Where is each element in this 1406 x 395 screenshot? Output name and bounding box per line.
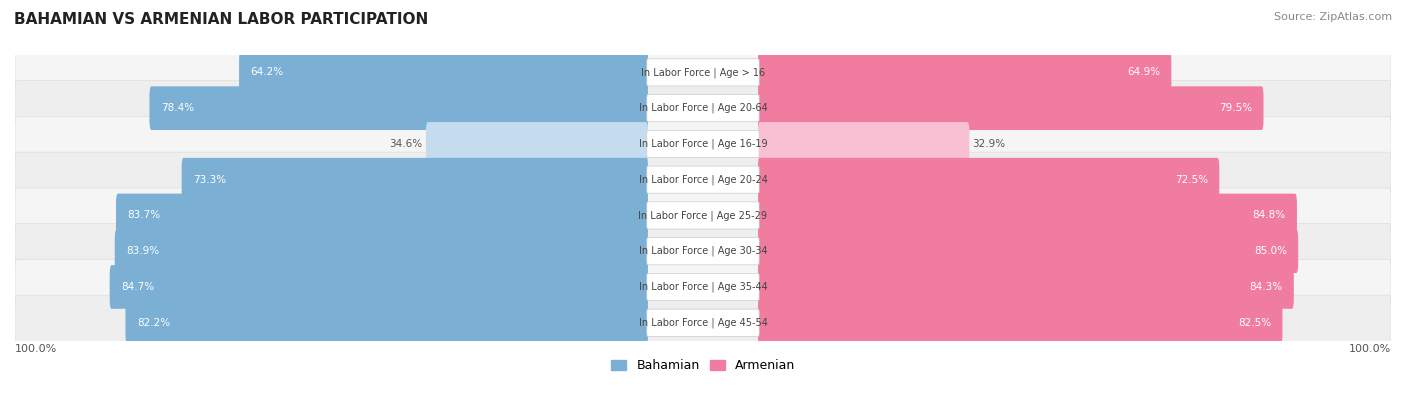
- Text: Source: ZipAtlas.com: Source: ZipAtlas.com: [1274, 12, 1392, 22]
- Text: In Labor Force | Age 30-34: In Labor Force | Age 30-34: [638, 246, 768, 256]
- Text: 73.3%: 73.3%: [193, 175, 226, 185]
- Text: In Labor Force | Age 35-44: In Labor Force | Age 35-44: [638, 282, 768, 292]
- Text: 72.5%: 72.5%: [1175, 175, 1208, 185]
- FancyBboxPatch shape: [647, 94, 759, 122]
- FancyBboxPatch shape: [758, 122, 969, 166]
- Text: 32.9%: 32.9%: [973, 139, 1005, 149]
- FancyBboxPatch shape: [647, 273, 759, 301]
- FancyBboxPatch shape: [647, 202, 759, 229]
- FancyBboxPatch shape: [15, 81, 1391, 136]
- Text: In Labor Force | Age > 16: In Labor Force | Age > 16: [641, 67, 765, 78]
- Text: In Labor Force | Age 45-54: In Labor Force | Age 45-54: [638, 318, 768, 328]
- FancyBboxPatch shape: [647, 59, 759, 86]
- Text: 82.5%: 82.5%: [1237, 318, 1271, 328]
- Text: 100.0%: 100.0%: [1348, 344, 1391, 354]
- Text: 84.3%: 84.3%: [1250, 282, 1282, 292]
- FancyBboxPatch shape: [426, 122, 648, 166]
- FancyBboxPatch shape: [758, 87, 1264, 130]
- FancyBboxPatch shape: [647, 238, 759, 265]
- FancyBboxPatch shape: [115, 229, 648, 273]
- Text: 64.2%: 64.2%: [250, 68, 284, 77]
- FancyBboxPatch shape: [181, 158, 648, 201]
- FancyBboxPatch shape: [647, 130, 759, 158]
- FancyBboxPatch shape: [758, 301, 1282, 344]
- FancyBboxPatch shape: [15, 45, 1391, 100]
- Text: In Labor Force | Age 25-29: In Labor Force | Age 25-29: [638, 210, 768, 221]
- FancyBboxPatch shape: [115, 194, 648, 237]
- FancyBboxPatch shape: [15, 152, 1391, 207]
- FancyBboxPatch shape: [758, 51, 1171, 94]
- Legend: Bahamian, Armenian: Bahamian, Armenian: [606, 354, 800, 377]
- FancyBboxPatch shape: [758, 158, 1219, 201]
- FancyBboxPatch shape: [15, 260, 1391, 314]
- FancyBboxPatch shape: [15, 295, 1391, 350]
- Text: 84.8%: 84.8%: [1253, 211, 1285, 220]
- FancyBboxPatch shape: [239, 51, 648, 94]
- FancyBboxPatch shape: [15, 188, 1391, 243]
- FancyBboxPatch shape: [758, 229, 1298, 273]
- Text: BAHAMIAN VS ARMENIAN LABOR PARTICIPATION: BAHAMIAN VS ARMENIAN LABOR PARTICIPATION: [14, 12, 429, 27]
- FancyBboxPatch shape: [647, 309, 759, 336]
- Text: 78.4%: 78.4%: [160, 103, 194, 113]
- Text: In Labor Force | Age 16-19: In Labor Force | Age 16-19: [638, 139, 768, 149]
- FancyBboxPatch shape: [15, 117, 1391, 171]
- Text: 34.6%: 34.6%: [389, 139, 423, 149]
- Text: In Labor Force | Age 20-64: In Labor Force | Age 20-64: [638, 103, 768, 113]
- FancyBboxPatch shape: [647, 166, 759, 193]
- FancyBboxPatch shape: [758, 265, 1294, 309]
- Text: 83.9%: 83.9%: [127, 246, 159, 256]
- Text: 84.7%: 84.7%: [121, 282, 155, 292]
- Text: 83.7%: 83.7%: [128, 211, 160, 220]
- FancyBboxPatch shape: [149, 87, 648, 130]
- FancyBboxPatch shape: [758, 194, 1296, 237]
- Text: 82.2%: 82.2%: [136, 318, 170, 328]
- Text: 100.0%: 100.0%: [15, 344, 58, 354]
- Text: 64.9%: 64.9%: [1126, 68, 1160, 77]
- Text: 85.0%: 85.0%: [1254, 246, 1286, 256]
- FancyBboxPatch shape: [15, 224, 1391, 279]
- Text: 79.5%: 79.5%: [1219, 103, 1253, 113]
- FancyBboxPatch shape: [110, 265, 648, 309]
- FancyBboxPatch shape: [125, 301, 648, 344]
- Text: In Labor Force | Age 20-24: In Labor Force | Age 20-24: [638, 175, 768, 185]
